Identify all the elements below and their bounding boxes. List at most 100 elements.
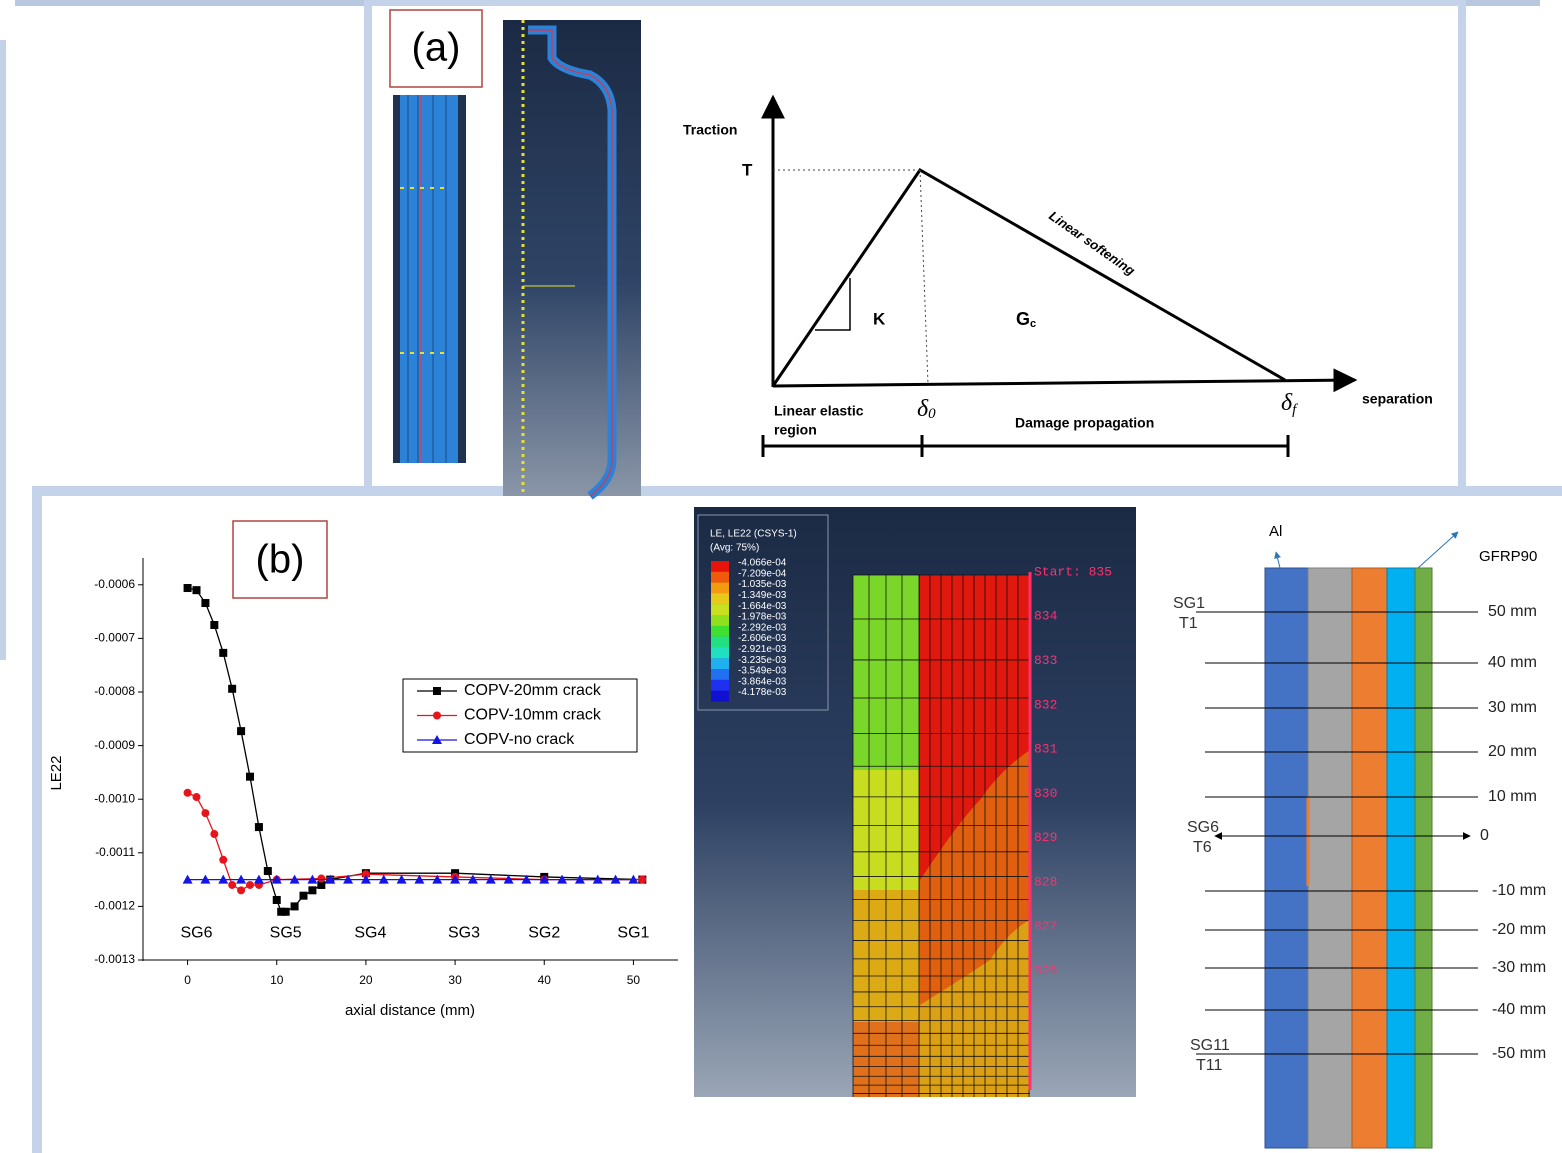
level-label: -3.235e-03 [738,655,787,666]
y-tick-label: -0.0006 [94,577,135,591]
layer-diagram [1265,532,1458,1148]
x-tick-label: 10 [270,973,284,987]
energy-subscript: c [1030,318,1036,330]
node-label: 828 [1034,875,1057,890]
panel-label: (b) [256,538,305,582]
page: {"panel_a": {"label": "(a)", "y_axis": "… [0,0,1562,1153]
axis-label: Traction [683,122,737,138]
level-label: -1.978e-03 [738,612,787,623]
region-label: region [774,422,817,438]
point [282,908,290,916]
annotation: SG5 [270,924,302,941]
node-label: 832 [1034,697,1057,712]
point [210,830,218,838]
position-label: 20 mm [1488,743,1537,760]
node-label: 830 [1034,786,1057,801]
x-tick-label: 20 [359,973,373,987]
position-label: 30 mm [1488,699,1537,716]
contour-subtitle: (Avg: 75%) [710,543,759,554]
point [193,586,201,594]
level-swatch [711,593,729,604]
level-label: -4.178e-03 [738,687,787,698]
point [184,789,192,797]
gauge-label: T6 [1193,839,1212,856]
annotation: SG6 [180,924,212,941]
annotation: SG3 [448,924,480,941]
position-label: -30 mm [1492,959,1546,976]
y-tick-label: -0.0010 [94,791,135,805]
x-axis-label: axial distance (mm) [345,1002,475,1019]
level-label: -2.292e-03 [738,622,787,633]
legend-label: COPV-10mm crack [464,707,602,724]
gauge-label: SG11 [1190,1037,1230,1054]
position-label: -50 mm [1492,1045,1546,1062]
point [237,886,245,894]
level-swatch [711,691,729,702]
level-swatch [711,615,729,626]
node-label: Start: 835 [1034,564,1112,579]
point [300,892,308,900]
point [228,685,236,693]
level-label: -1.349e-03 [738,590,787,601]
y-tick-label: -0.0012 [94,899,135,913]
y-axis-label: LE22 [48,755,65,790]
annotation: SG2 [528,924,560,941]
y-tick-label: -0.0007 [94,631,135,645]
node-label: 827 [1034,919,1057,934]
x-tick-label: 40 [538,973,552,987]
position-label: -20 mm [1492,921,1546,938]
level-swatch [711,583,729,594]
level-swatch [711,680,729,691]
point [264,867,272,875]
peak-label: T [742,160,753,179]
energy-symbol: G [1016,309,1030,329]
strip-model [393,95,466,463]
level-swatch [711,572,729,583]
region-label: Linear elastic [774,403,864,419]
level-label: -4.066e-04 [738,558,787,569]
axis-label: separation [1362,391,1433,407]
gauge-label: T1 [1179,615,1198,632]
gauge-label: SG1 [1173,595,1205,612]
level-swatch [711,637,729,648]
y-tick-label: -0.0011 [95,845,135,859]
level-label: -1.035e-03 [738,579,787,590]
node-label: 829 [1034,830,1057,845]
point [317,875,325,883]
region-label: Damage propagation [1015,415,1154,431]
point [638,876,646,884]
delta-subscript: 0 [928,406,936,422]
annotation: SG4 [354,924,386,941]
position-label: 50 mm [1488,603,1537,620]
y-tick-label: -0.0008 [94,684,135,698]
node-label: 831 [1034,742,1058,757]
axisymmetric-model [503,20,641,496]
point [246,881,254,889]
y-tick-label: -0.0009 [94,738,135,752]
legend-label: COPV-no crack [464,731,575,748]
level-swatch [711,604,729,615]
position-label: -10 mm [1492,882,1546,899]
figure: (a) Traction T K Gc Linear softening sep… [0,0,1562,1153]
x-tick-label: 30 [448,973,462,987]
level-label: -2.606e-03 [738,633,787,644]
position-label: 0 [1480,827,1489,844]
point [193,793,201,801]
point [210,621,218,629]
y-tick-label: -0.0013 [94,952,135,966]
node-label: 833 [1034,653,1057,668]
legend-marker [433,712,441,720]
level-swatch [711,658,729,669]
point [255,823,263,831]
level-swatch [711,561,729,572]
legend-marker [433,687,441,695]
point [184,584,192,592]
level-label: -3.864e-03 [738,676,787,687]
level-swatch [711,626,729,637]
level-swatch [711,647,729,658]
frame-edge [0,40,6,660]
stiffness-label: K [873,309,886,328]
contour-title: LE, LE22 (CSYS-1) [710,529,797,540]
position-label: 10 mm [1488,788,1537,805]
point [201,809,209,817]
